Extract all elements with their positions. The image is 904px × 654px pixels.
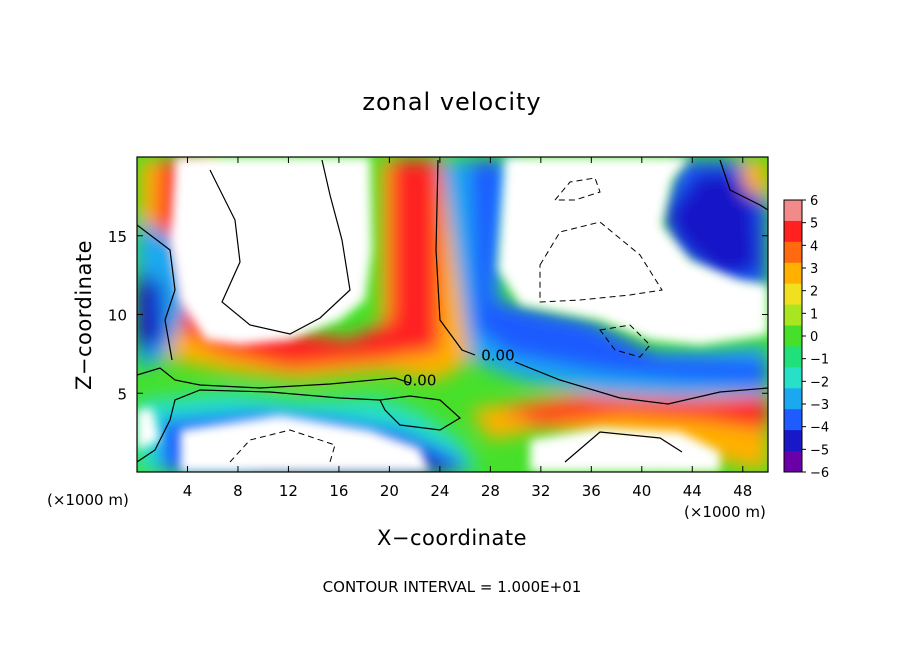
colorbar-swatch xyxy=(784,367,802,389)
x-tick-label: 32 xyxy=(531,482,550,500)
contour-label: 0.00 xyxy=(481,346,514,364)
heatmap-field xyxy=(137,157,768,472)
colorbar-label: 3 xyxy=(810,262,818,277)
contour-lines xyxy=(137,159,768,463)
colorbar-label: −5 xyxy=(810,443,829,458)
colorbar-label: 0 xyxy=(810,330,818,345)
colorbar-swatch xyxy=(784,200,802,222)
colorbar-swatch xyxy=(784,241,802,264)
x-tick-label: 24 xyxy=(430,482,449,500)
chart-title: zonal velocity xyxy=(362,88,542,116)
colorbar-swatch xyxy=(784,304,802,327)
x-tick-label: 48 xyxy=(733,482,752,500)
colorbar-label: 2 xyxy=(810,285,818,300)
colorbar-label: 4 xyxy=(810,239,818,254)
contour-interval-note: CONTOUR INTERVAL = 1.000E+01 xyxy=(322,578,582,596)
x-unit-right: (×1000 m) xyxy=(684,503,766,521)
colorbar-label: 6 xyxy=(810,194,818,209)
x-tick-label: 40 xyxy=(632,482,651,500)
x-tick-label: 28 xyxy=(481,482,500,500)
colorbar-label: −2 xyxy=(810,375,829,390)
colorbar-label: −3 xyxy=(810,398,829,413)
y-axis-label: Z−coordinate xyxy=(72,240,96,390)
contour-labels: 0.00 0.00 xyxy=(403,346,515,389)
x-tick-label: 36 xyxy=(582,482,601,500)
x-tick-label: 12 xyxy=(279,482,298,500)
y-tick-label: 10 xyxy=(108,307,127,325)
colorbar-label: −6 xyxy=(810,466,829,481)
colorbar-label: −1 xyxy=(810,353,829,368)
colorbar-swatch xyxy=(784,451,802,473)
colorbar-swatch xyxy=(784,388,802,410)
colorbar-swatch xyxy=(784,430,802,452)
x-unit-left: (×1000 m) xyxy=(47,491,129,509)
contour-label: 0.00 xyxy=(403,372,436,390)
colorbar-swatch xyxy=(784,325,802,347)
colorbar-label: 5 xyxy=(810,217,818,232)
colorbar-swatch xyxy=(784,283,802,306)
x-axis-label: X−coordinate xyxy=(377,526,527,550)
colorbar-swatch xyxy=(784,409,802,431)
negative-contours xyxy=(229,177,663,463)
colorbar-label: −4 xyxy=(810,421,829,436)
x-tick-label: 8 xyxy=(233,482,243,500)
colorbar-swatch xyxy=(784,220,802,243)
colorbar-label: 1 xyxy=(810,307,818,322)
y-tick-label: 5 xyxy=(117,385,127,403)
x-tick-label: 44 xyxy=(683,482,702,500)
x-tick-label: 16 xyxy=(329,482,348,500)
y-tick-label: 15 xyxy=(108,228,127,246)
colorbar-swatch xyxy=(784,262,802,285)
x-tick-label: 4 xyxy=(183,482,193,500)
colorbar-swatch xyxy=(784,346,802,368)
colorbar: 6 5 4 3 2 1 0 −1 −2 −3 −4 −5 −6 xyxy=(783,194,829,481)
x-tick-label: 20 xyxy=(380,482,399,500)
